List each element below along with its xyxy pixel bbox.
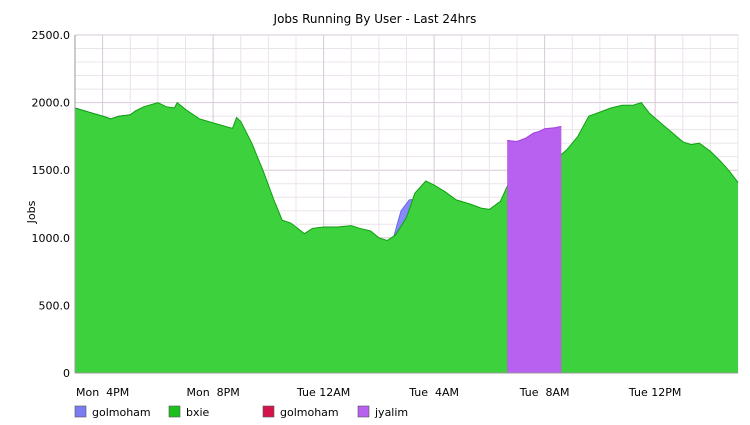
legend-label: jyalim: [374, 406, 408, 419]
x-tick-labels: Mon 4PM Mon 8PM Tue 12AM Tue 4AM Tue 8AM Tue …: [76, 386, 681, 399]
x-tick-label: Tue 12PM: [628, 386, 681, 399]
legend-swatch: [74, 405, 87, 418]
legend-label: golmoham: [92, 406, 151, 419]
x-tick-label: Tue 8AM: [519, 386, 570, 399]
y-tick-label: 0: [63, 367, 70, 380]
plot-areas: [74, 101, 739, 374]
y-axis-label: Jobs: [25, 200, 38, 224]
series-line-bxie-1: [74, 101, 739, 242]
chart-title: Jobs Running By User - Last 24hrs: [273, 12, 477, 26]
series-area-bxie-1: [75, 102, 738, 373]
legend-label: bxie: [186, 406, 210, 419]
y-tick-label: 1500.0: [32, 164, 71, 177]
y-tick-label: 1000.0: [32, 232, 71, 245]
y-tick-label: 500.0: [39, 299, 71, 312]
legend-swatch: [168, 405, 181, 418]
series-line-jyalim-3: [507, 125, 562, 143]
y-tick-labels: 0 500.0 1000.0 1500.0 2000.0 2500.0: [32, 29, 71, 380]
y-tick-label: 2500.0: [32, 29, 71, 42]
x-tick-label: Mon 8PM: [186, 386, 239, 399]
x-tick-label: Mon 4PM: [76, 386, 129, 399]
legend: golmoham bxie golmoham jyalim: [74, 405, 408, 419]
legend-label: golmoham: [280, 406, 339, 419]
legend-swatch: [262, 405, 275, 418]
series-area-jyalim-3: [507, 126, 562, 373]
axes: [74, 35, 738, 374]
y-tick-label: 2000.0: [32, 97, 71, 110]
x-tick-label: Tue 4AM: [408, 386, 459, 399]
x-tick-label: Tue 12AM: [296, 386, 350, 399]
legend-swatch: [357, 405, 370, 418]
